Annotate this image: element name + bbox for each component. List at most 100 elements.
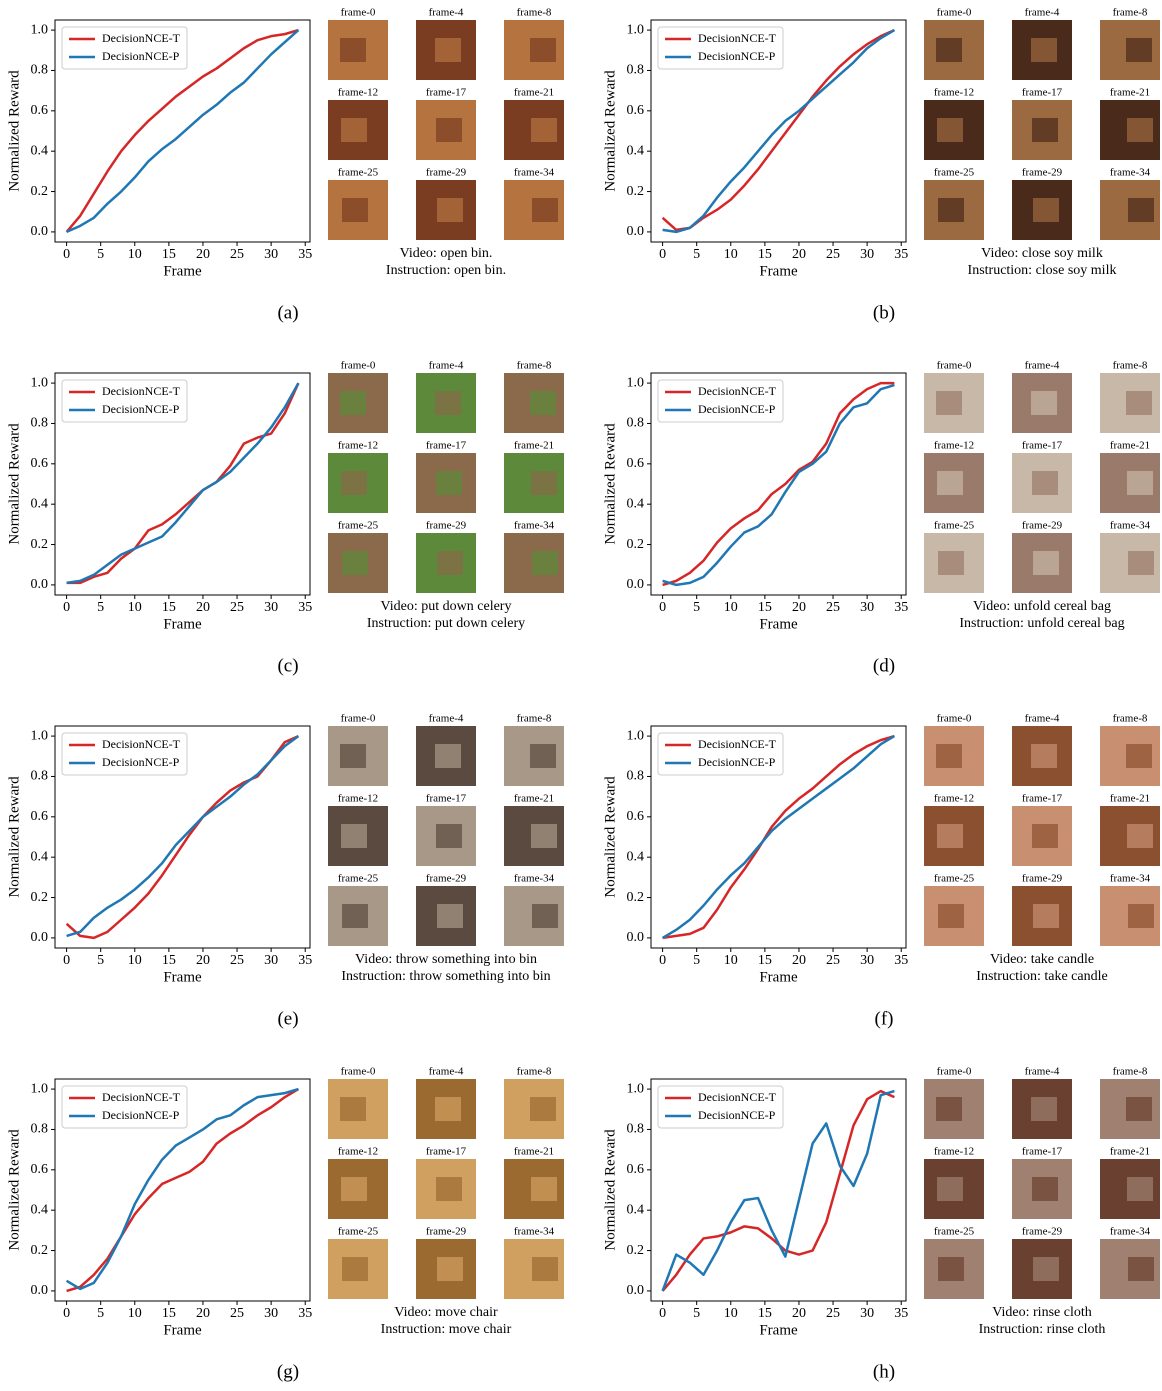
y-tick-label: 0.8 [31,63,49,78]
frame-label: frame-29 [1022,1226,1063,1238]
frame-thumbnail-detail [531,118,557,142]
frame-label: frame-4 [1025,360,1060,372]
y-tick-label: 1.0 [31,1081,49,1096]
x-tick-label: 25 [230,953,244,968]
legend-label: DecisionNCE-P [698,402,776,416]
x-tick-label: 35 [298,953,312,968]
panel-label: (d) [873,655,895,676]
frame-thumbnail-detail [1033,1257,1059,1281]
frame-label: frame-17 [1022,87,1063,99]
y-tick-label: 0.6 [31,103,49,118]
legend-label: DecisionNCE-P [698,49,776,63]
x-tick-label: 15 [758,600,772,615]
frame-label: frame-34 [1110,520,1151,532]
caption-instruction: Instruction: move chair [381,1322,512,1337]
legend-label: DecisionNCE-T [698,1090,777,1104]
frame-label: frame-4 [1025,7,1060,19]
y-tick-label: 0.6 [627,103,645,118]
frame-label: frame-0 [341,713,376,725]
x-tick-label: 35 [894,1306,908,1321]
x-tick-label: 30 [264,1306,278,1321]
frame-label: frame-12 [934,440,974,452]
x-tick-label: 20 [196,600,210,615]
frame-label: frame-4 [1025,1066,1060,1078]
panel-label: (f) [875,1008,894,1029]
frame-label: frame-4 [1025,713,1060,725]
legend-label: DecisionNCE-P [102,1108,180,1122]
y-tick-label: 0.6 [31,456,49,471]
y-tick-label: 1.0 [627,375,645,390]
panel: 051015202530350.00.20.40.60.81.0FrameNor… [6,713,564,1030]
frame-label: frame-34 [1110,873,1151,885]
frame-thumbnail-detail [436,1177,462,1201]
x-tick-label: 0 [63,953,70,968]
x-tick-label: 30 [860,600,874,615]
frame-thumbnail-detail [1031,744,1057,768]
caption-video: Video: open bin. [400,246,493,261]
y-tick-label: 0.0 [627,930,645,945]
frame-label: frame-21 [1110,793,1150,805]
y-tick-label: 0.2 [31,890,49,905]
frame-thumbnail-detail [1126,744,1152,768]
frame-label: frame-8 [1113,1066,1148,1078]
y-axis-label: Normalized Reward [602,423,618,545]
x-tick-label: 20 [792,600,806,615]
x-tick-label: 30 [264,953,278,968]
y-tick-label: 0.6 [627,456,645,471]
y-tick-label: 1.0 [31,375,49,390]
frame-label: frame-29 [426,167,467,179]
x-tick-label: 10 [128,247,142,262]
frame-label: frame-12 [934,1146,974,1158]
y-tick-label: 0.4 [627,496,645,511]
y-tick-label: 0.8 [31,416,49,431]
x-tick-label: 20 [792,247,806,262]
frame-thumbnail-detail [436,824,462,848]
panel-label: (c) [277,655,298,676]
y-tick-label: 0.0 [627,1283,645,1298]
frame-thumbnail-detail [1031,391,1057,415]
y-axis-label: Normalized Reward [602,776,618,898]
x-tick-label: 20 [196,1306,210,1321]
frame-label: frame-4 [429,1066,464,1078]
frame-thumbnail-detail [1127,824,1153,848]
frame-label: frame-17 [1022,1146,1063,1158]
frame-label: frame-21 [1110,87,1150,99]
x-tick-label: 15 [162,953,176,968]
frame-thumbnail-detail [435,744,461,768]
x-tick-label: 15 [162,247,176,262]
y-axis-label: Normalized Reward [6,423,22,545]
frame-label: frame-0 [341,7,376,19]
frame-thumbnail-detail [937,471,963,495]
frame-thumbnail-detail [340,1097,366,1121]
frame-thumbnail-detail [1127,471,1153,495]
frame-thumbnail-detail [937,1177,963,1201]
legend-label: DecisionNCE-T [102,31,181,45]
frame-thumbnail-detail [936,744,962,768]
x-tick-label: 15 [758,1306,772,1321]
x-tick-label: 35 [894,247,908,262]
frame-label: frame-8 [517,360,552,372]
frame-thumbnail-detail [1031,38,1057,62]
frame-label: frame-12 [934,793,974,805]
x-axis-label: Frame [163,263,202,279]
frame-label: frame-21 [514,793,554,805]
x-axis-label: Frame [163,1322,202,1338]
frame-thumbnail-detail [341,118,367,142]
frame-label: frame-25 [934,520,975,532]
panel-label: (a) [277,302,298,323]
x-axis-label: Frame [759,263,798,279]
legend-label: DecisionNCE-P [102,402,180,416]
caption-video: Video: rinse cloth [992,1305,1091,1320]
frame-label: frame-21 [514,1146,554,1158]
panel: 051015202530350.00.20.40.60.81.0FrameNor… [602,713,1160,1030]
x-tick-label: 20 [792,953,806,968]
frame-label: frame-12 [338,440,378,452]
x-tick-label: 10 [724,600,738,615]
x-tick-label: 10 [724,1306,738,1321]
y-tick-label: 0.2 [627,890,645,905]
y-tick-label: 0.2 [31,184,49,199]
x-tick-label: 0 [63,1306,70,1321]
frame-label: frame-8 [517,713,552,725]
frame-label: frame-0 [937,713,972,725]
x-tick-label: 35 [298,600,312,615]
